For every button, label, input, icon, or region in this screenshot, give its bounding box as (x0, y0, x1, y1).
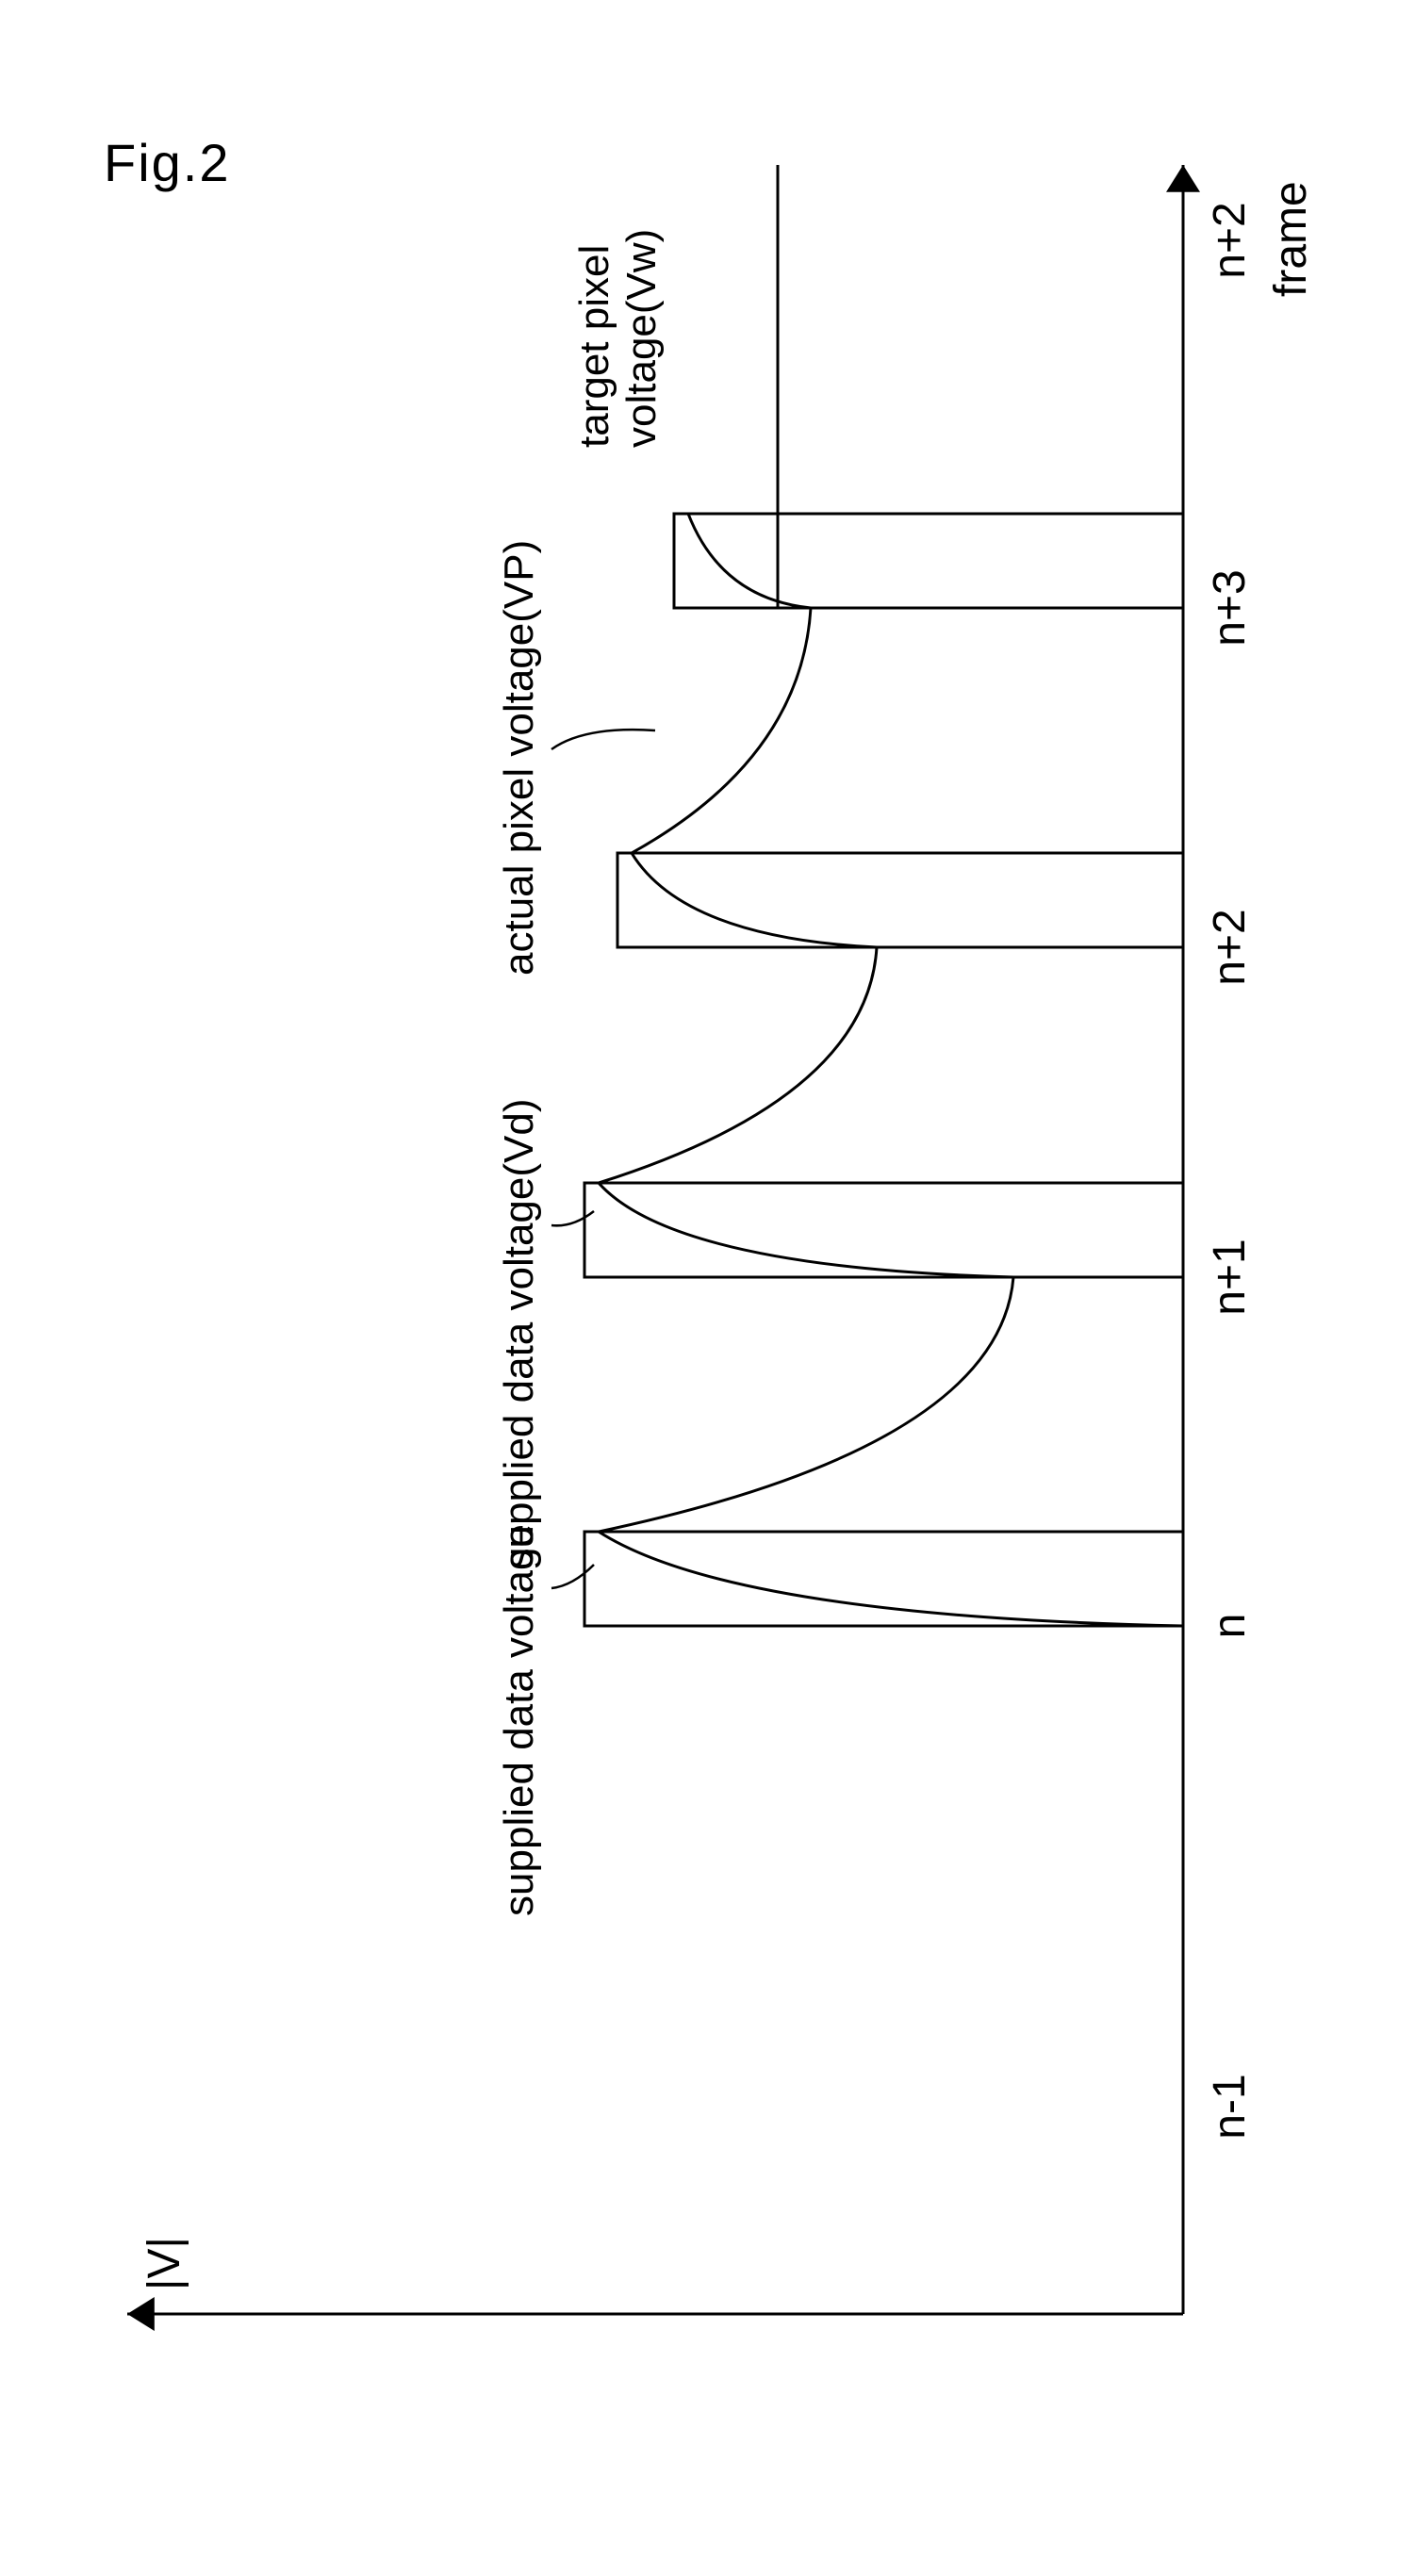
pulse (617, 853, 1183, 947)
vp-label: actual pixel voltage(VP) (496, 540, 542, 976)
x-axis-label: frame (1266, 181, 1316, 297)
rc-curve (632, 608, 811, 853)
x-tick: n+1 (1205, 1239, 1255, 1315)
x-tick: n+2 (1205, 909, 1255, 985)
x-tick: n+2 (1205, 202, 1255, 278)
target-voltage-label: target pixel (571, 245, 617, 448)
rc-curve (599, 1532, 1183, 1626)
pulse-label: supplied data voltage (496, 1524, 542, 1916)
pulse-label: supplied data voltage(Vd) (496, 1099, 542, 1569)
pulse (674, 514, 1183, 608)
y-axis-label: |V| (140, 2237, 189, 2290)
rc-curve (599, 947, 877, 1183)
x-tick: n-1 (1205, 2074, 1255, 2139)
target-voltage-label: voltage(Vw) (618, 229, 665, 448)
x-tick: n (1205, 1614, 1255, 1639)
chart-container: target pixelvoltage(Vw) supplied data vo… (71, 127, 1343, 2446)
voltage-chart: target pixelvoltage(Vw) supplied data vo… (71, 127, 1343, 2446)
x-tick: n+3 (1205, 569, 1255, 646)
rc-curve (688, 514, 811, 608)
rc-curve (632, 853, 877, 947)
rc-curve (599, 1183, 1013, 1277)
pulse (584, 1532, 1183, 1626)
rc-curve (599, 1277, 1013, 1532)
